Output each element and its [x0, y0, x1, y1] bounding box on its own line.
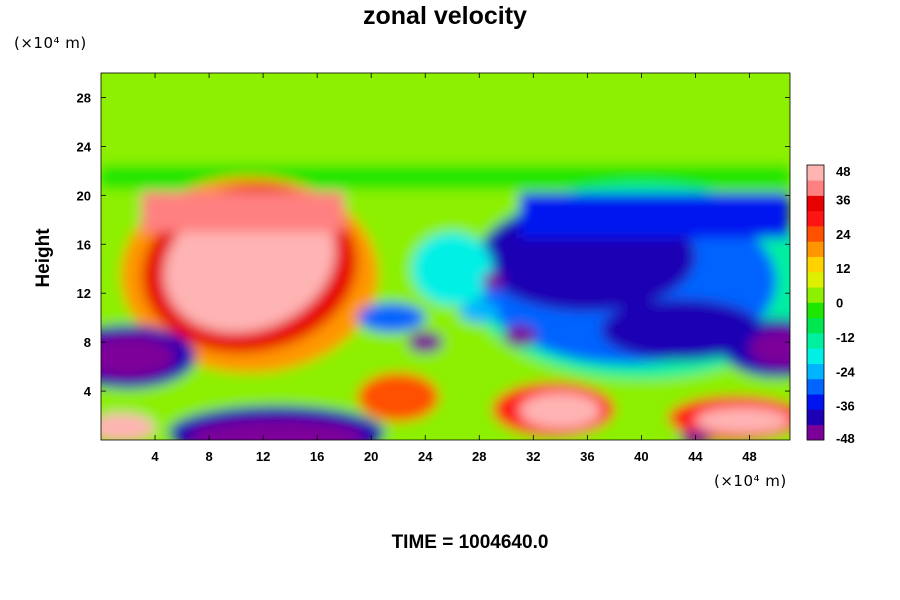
colorbar-tick-label: -12: [836, 330, 855, 345]
x-tick-label: 28: [472, 449, 486, 464]
chart-title: zonal velocity: [363, 2, 527, 30]
eddy-5: [459, 300, 500, 323]
y-tick-label: 16: [77, 237, 91, 252]
colorbar-tick-label: 36: [836, 192, 850, 207]
colorbar-tick-label: -36: [836, 399, 855, 414]
colorbar-segment: [807, 424, 824, 441]
colorbar-segment: [807, 363, 824, 380]
small-warm-patch: [357, 372, 439, 422]
right-vortex-core: [749, 328, 790, 368]
colorbar-segment: [807, 210, 824, 227]
colorbar-tick-label: 0: [836, 296, 843, 311]
x-tick-label: 8: [205, 449, 212, 464]
y-tick-label: 12: [77, 286, 91, 301]
colorbar-segment: [807, 180, 824, 196]
x-tick-label: 4: [151, 449, 159, 464]
colorbar-segment: [807, 333, 824, 349]
x-tick-label: 16: [310, 449, 324, 464]
y-tick-label: 4: [84, 384, 92, 399]
y-tick-label: 20: [77, 188, 91, 203]
y-tick-label: 8: [84, 335, 91, 350]
mid-cyan-patch: [411, 232, 493, 306]
x-unit-label: (×10⁴ m): [714, 472, 787, 490]
right-easterly-lower: [600, 299, 763, 361]
time-label: TIME = 1004640.0: [391, 532, 549, 553]
colorbar-tick-label: 12: [836, 261, 850, 276]
eddy-1: [407, 331, 443, 354]
x-ticks: 4 8 12 16 20 24 28 32 36 40 44 48: [151, 73, 757, 464]
x-tick-label: 48: [742, 449, 756, 464]
colorbar-segment: [807, 165, 824, 181]
colorbar-segment: [807, 378, 824, 395]
colorbar-segment: [807, 348, 824, 364]
x-tick-label: 20: [364, 449, 378, 464]
right-easterly-top: [519, 192, 790, 239]
x-tick-label: 32: [526, 449, 540, 464]
colorbar-segment: [807, 241, 824, 257]
surface-jet2-core: [695, 406, 790, 434]
plot-frame: [100, 72, 791, 441]
colorbar-tick-label: 24: [836, 227, 851, 242]
colorbar-segment: [807, 409, 824, 426]
eddy-3: [481, 272, 504, 290]
velocity-field: [101, 73, 790, 440]
colorbar-tick-label: -24: [836, 364, 856, 379]
colorbar-segment: [807, 394, 824, 410]
colorbar-segment: [807, 271, 824, 288]
colorbar-frame: [806, 164, 825, 441]
colorbar-tick-label: -48: [836, 431, 855, 446]
colorbar-segment: [807, 226, 824, 242]
bottom-trough-core: [188, 419, 365, 440]
colorbar-segment: [807, 317, 824, 334]
y-ticks: 4 8 12 16 20 24 28: [77, 90, 790, 399]
eddy-4: [357, 302, 426, 333]
y-tick-label: 24: [77, 139, 92, 154]
left-vortex-core: [101, 334, 176, 379]
x-tick-label: 12: [256, 449, 270, 464]
colorbar-segment: [807, 256, 824, 273]
upper-band: [101, 73, 790, 165]
x-tick-label: 44: [688, 449, 703, 464]
x-tick-label: 40: [634, 449, 648, 464]
eddy-2: [503, 325, 537, 348]
field-blobs: [101, 73, 790, 440]
colorbar-segment: [807, 302, 824, 319]
x-tick-label: 36: [580, 449, 594, 464]
left-jet-core: [197, 213, 315, 312]
colorbar-segment: [807, 195, 824, 212]
colorbar-tick-label: 48: [836, 164, 850, 179]
y-tick-label: 28: [77, 90, 91, 105]
y-unit-label: (×10⁴ m): [14, 34, 87, 52]
surface-jet-core: [519, 392, 601, 429]
colorbar: 48 36 24 12 0 -12 -24 -36 -48: [806, 164, 856, 446]
corner-jet: [101, 413, 156, 440]
left-jet-top: [141, 191, 345, 233]
colorbar-segment: [807, 287, 824, 303]
x-tick-label: 24: [418, 449, 433, 464]
